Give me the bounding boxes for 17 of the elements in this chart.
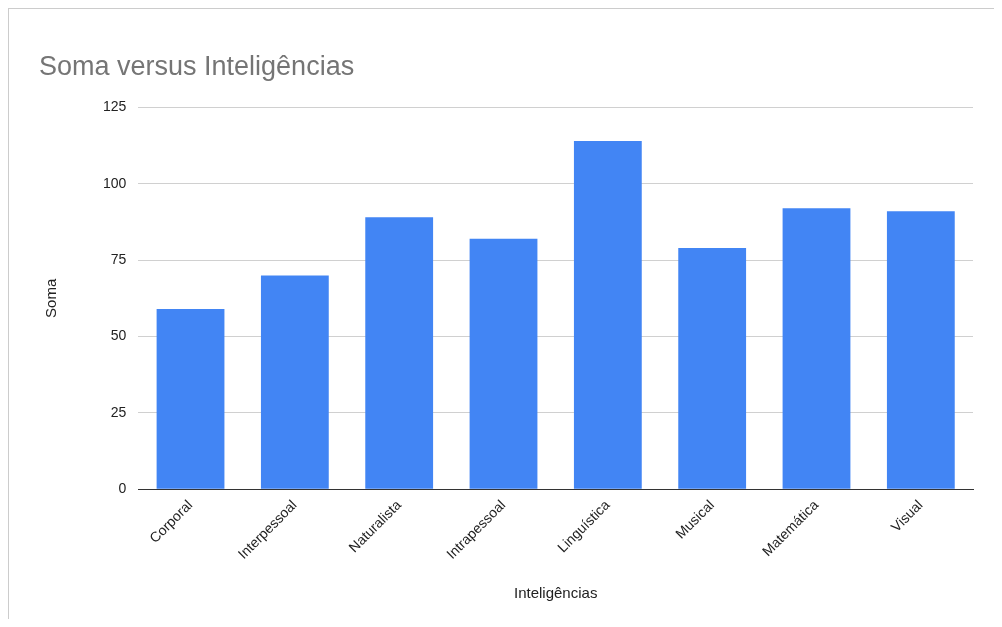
x-axis-title: Inteligências <box>513 584 598 602</box>
y-tick-label: 25 <box>110 403 127 420</box>
bar <box>156 308 225 489</box>
bar <box>782 208 851 489</box>
bar <box>573 141 642 489</box>
bar <box>886 211 955 489</box>
bar <box>260 275 329 489</box>
y-tick-label: 0 <box>118 480 127 497</box>
y-tick-label: 75 <box>110 250 127 267</box>
bar <box>678 247 747 489</box>
y-tick-label: 50 <box>110 327 127 344</box>
y-tick-label: 100 <box>103 174 127 191</box>
y-axis-title: Soma <box>42 278 60 318</box>
bar <box>469 238 538 489</box>
y-tick-label: 125 <box>103 98 127 115</box>
bar <box>365 217 434 489</box>
chart-title: Soma versus Inteligências <box>39 50 355 81</box>
